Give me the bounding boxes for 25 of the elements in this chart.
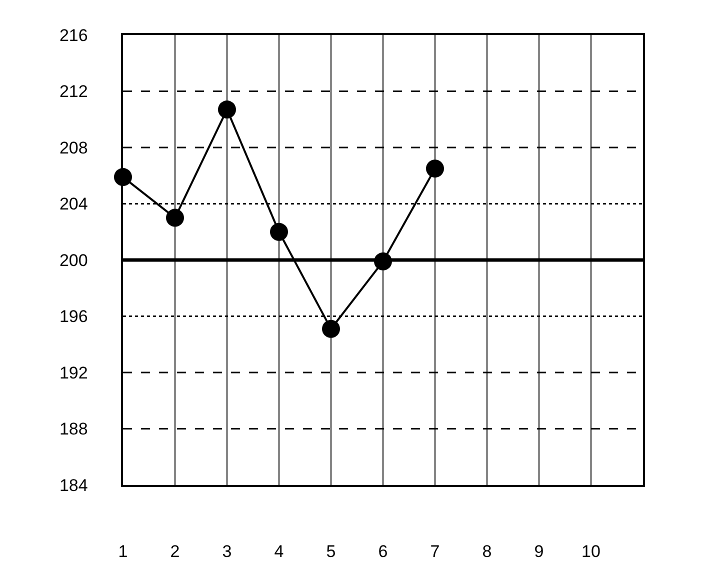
point bbox=[426, 160, 444, 178]
y-tick-label: 204 bbox=[59, 194, 88, 214]
y-tick-label: 208 bbox=[59, 138, 88, 158]
y-tick-label: 200 bbox=[59, 250, 88, 270]
x-tick-label: 8 bbox=[482, 542, 492, 562]
y-tick-label: 212 bbox=[59, 82, 88, 102]
x-tick-label: 7 bbox=[430, 542, 440, 562]
x-tick-label: 5 bbox=[326, 542, 336, 562]
x-tick-label: 2 bbox=[170, 542, 180, 562]
y-tick-label: 196 bbox=[59, 307, 88, 326]
point bbox=[374, 252, 392, 270]
point bbox=[166, 208, 184, 227]
x-tick-label: 10 bbox=[582, 542, 600, 562]
point bbox=[322, 320, 340, 338]
y-tick-label: 216 bbox=[59, 26, 88, 45]
x-tick-label: 1 bbox=[118, 542, 128, 562]
point bbox=[218, 100, 236, 119]
x-tick-label: 3 bbox=[222, 542, 232, 562]
x-tick-label: 6 bbox=[378, 542, 388, 562]
y-tick-label: 184 bbox=[59, 476, 88, 495]
point bbox=[270, 222, 288, 241]
y-tick-label: 188 bbox=[59, 420, 88, 439]
y-tick-label: 192 bbox=[59, 363, 88, 382]
x-tick-label: 9 bbox=[534, 542, 544, 562]
x-tick-label: 4 bbox=[274, 542, 284, 562]
